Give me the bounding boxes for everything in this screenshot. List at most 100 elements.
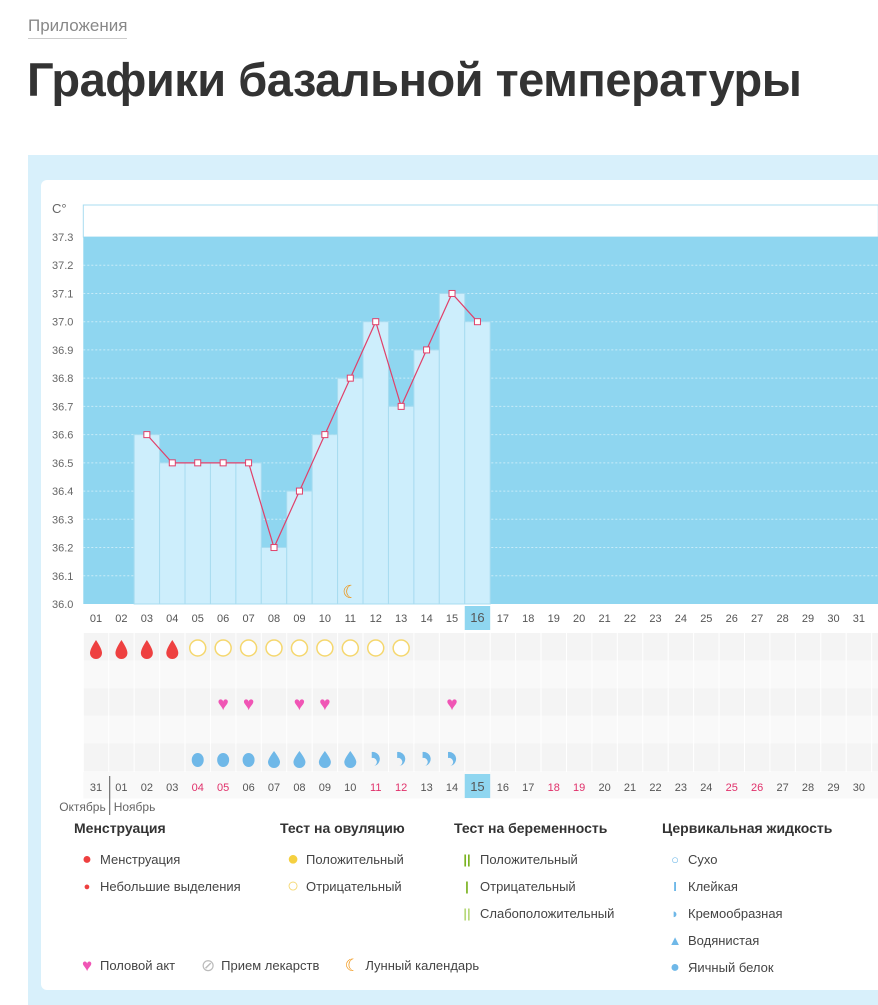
cycle-day-label: 25	[700, 613, 712, 625]
temperature-point	[423, 346, 431, 354]
heart-icon: ♥	[319, 694, 330, 715]
legend-label: Небольшие выделения	[100, 879, 241, 894]
temperature-bar	[260, 547, 288, 605]
month-label: Октябрь	[59, 800, 106, 814]
y-tick-label: 36.6	[52, 430, 73, 442]
temperature-point	[270, 544, 278, 552]
cycle-day-label: 26	[726, 613, 738, 625]
ovulation-negative-icon	[290, 639, 309, 657]
temperature-point	[372, 318, 380, 326]
temperature-point	[143, 431, 151, 439]
calendar-date-label: 29	[827, 782, 839, 794]
temperature-point	[245, 459, 253, 467]
dry-drop-icon: ○	[671, 852, 679, 867]
y-tick-label: 36.7	[52, 401, 73, 413]
calendar-date-label: 08	[293, 782, 305, 794]
cycle-day-label: 01	[90, 613, 102, 625]
temperature-bar	[133, 434, 161, 605]
ovulation-negative-icon	[188, 639, 207, 657]
temperature-line	[146, 292, 478, 550]
legend-ovulation: Тест на овуляцию ● Положительный ○ Отрицат…	[280, 820, 405, 900]
cycle-day-label: 23	[649, 613, 661, 625]
creamy-icon	[448, 751, 457, 766]
legend-pregnancy: Тест на беременность || Положительный | От…	[454, 820, 614, 927]
y-tick-label: 37.1	[52, 288, 73, 300]
cycle-day-label: 24	[675, 613, 687, 625]
legend-label: Положительный	[480, 852, 578, 867]
creamy-icon	[397, 751, 406, 766]
y-tick-label: 37.3	[52, 232, 73, 244]
legend-label: Отрицательный	[480, 879, 576, 894]
calendar-date-label: 03	[166, 782, 178, 794]
cycle-day-label: 08	[268, 613, 280, 625]
legend-label: Отрицательный	[306, 879, 402, 894]
temperature-point	[219, 459, 227, 467]
y-tick-label: 36.1	[52, 571, 73, 583]
creamy-icon: ◗	[671, 906, 679, 921]
page-title: Графики базальной температуры	[27, 53, 802, 106]
cycle-day-label: 22	[624, 613, 636, 625]
calendar-date-label: 24	[700, 782, 712, 794]
ovulation-negative-icon	[214, 639, 232, 657]
cycle-day-label: 10	[319, 613, 331, 625]
heart-icon: ♥	[243, 694, 254, 715]
cycle-day-label: 17	[497, 613, 509, 625]
calendar-date-label: 07	[268, 782, 280, 794]
temperature-bar	[362, 321, 389, 605]
ovulation-negative-icon	[316, 639, 334, 657]
cycle-day-label: 02	[115, 613, 127, 625]
calendar-date-label: 25	[726, 782, 738, 794]
legend-label: Яичный белок	[688, 960, 774, 975]
grid-row	[83, 660, 878, 689]
legend-menstruation: Менструация ● Менструация ● Небольшие выде…	[74, 820, 241, 900]
calendar-date-label: 18	[548, 782, 560, 794]
temperature-point	[168, 459, 176, 467]
calendar-date-label: 23	[675, 782, 687, 794]
y-tick-label: 37.0	[52, 317, 73, 329]
temperature-point	[295, 487, 303, 495]
temperature-bar	[413, 349, 440, 605]
calendar-date-label: 01	[115, 782, 127, 794]
cycle-day-label: 04	[166, 613, 178, 625]
moon-icon: ☾	[344, 955, 360, 975]
cycle-day-label: 03	[141, 613, 153, 625]
moon-icon: ☾	[342, 582, 358, 602]
breadcrumb[interactable]: Приложения	[28, 16, 128, 39]
legend-label: Клейкая	[688, 879, 738, 894]
calendar-date-label: 10	[344, 782, 356, 794]
ovulation-negative-icon	[392, 639, 410, 657]
blood-drop-icon	[166, 640, 179, 659]
temperature-bar	[464, 321, 491, 605]
ovulation-negative-icon	[366, 639, 385, 657]
cycle-day-label: 28	[776, 613, 788, 625]
watery-drop-icon	[293, 751, 306, 768]
ovulation-negative-icon	[341, 639, 360, 657]
single-line-icon: |	[465, 879, 469, 894]
temperature-bar	[286, 490, 313, 605]
blood-drop-icon	[90, 640, 102, 659]
legend-label: Сухо	[688, 852, 718, 867]
cycle-day-label: 19	[548, 613, 560, 625]
y-tick-label: 36.9	[52, 345, 73, 357]
calendar-date-label: 14	[446, 782, 458, 794]
temperature-bar	[235, 462, 262, 605]
cycle-day-label: 27	[751, 613, 763, 625]
calendar-date-label: 02	[141, 782, 153, 794]
calendar-date-label: 20	[598, 782, 610, 794]
heart-icon: ♥	[81, 955, 93, 975]
calendar-date-label: 30	[853, 782, 865, 794]
temperature-point	[448, 289, 456, 297]
calendar-date-label: 26	[751, 782, 763, 794]
temperature-bar	[337, 377, 364, 605]
temperature-bar	[184, 462, 211, 605]
legend-label: Прием лекарств	[221, 958, 320, 973]
cycle-day-label: 31	[853, 613, 865, 625]
cycle-day-label: 11	[345, 613, 356, 625]
temperature-point	[473, 318, 481, 326]
cycle-day-label: 13	[395, 613, 407, 625]
faint-line-icon: ||	[463, 906, 471, 921]
current-day-highlight	[464, 606, 491, 630]
month-label: Ноябрь	[114, 800, 156, 814]
temperature-bar	[311, 434, 339, 605]
